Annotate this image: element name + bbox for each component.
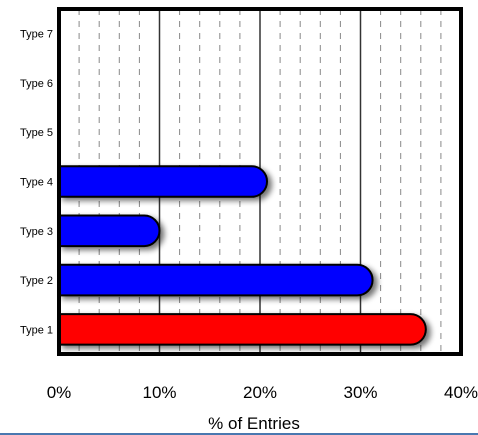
x-tick-label: 20% bbox=[243, 383, 277, 402]
y-tick-label: Type 4 bbox=[20, 177, 53, 189]
bottom-rule bbox=[0, 433, 478, 435]
x-tick-label: 10% bbox=[142, 383, 176, 402]
x-tick-label: 30% bbox=[343, 383, 377, 402]
x-axis-title: % of Entries bbox=[208, 414, 300, 433]
y-tick-label: Type 3 bbox=[20, 226, 53, 238]
y-tick-label: Type 6 bbox=[20, 78, 53, 90]
bar-type-1 bbox=[58, 313, 427, 346]
bar-type-3 bbox=[58, 214, 161, 248]
x-tick-labels: 0% 10% 20% 30% 40% bbox=[47, 383, 478, 402]
y-tick-label: Type 5 bbox=[20, 127, 53, 139]
y-tick-labels: Type 1 Type 2 Type 3 Type 4 Type 5 Type 6 Type… bbox=[20, 29, 53, 337]
plot-frame bbox=[57, 7, 463, 356]
y-tick-label: Type 1 bbox=[20, 324, 53, 336]
x-tick-label: 0% bbox=[47, 383, 72, 402]
y-tick-label: Type 2 bbox=[20, 275, 53, 287]
x-tick-label: 40% bbox=[444, 383, 478, 402]
bar-type-4 bbox=[58, 165, 268, 198]
bar-type-2 bbox=[58, 263, 374, 297]
y-tick-label: Type 7 bbox=[20, 29, 53, 41]
bars bbox=[58, 165, 427, 346]
